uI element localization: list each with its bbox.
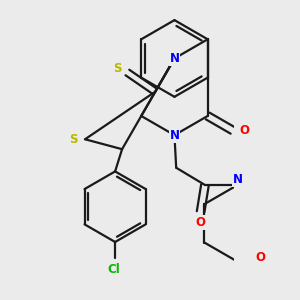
Text: O: O bbox=[255, 251, 265, 264]
Text: N: N bbox=[169, 52, 179, 65]
Text: O: O bbox=[239, 124, 249, 137]
Text: O: O bbox=[196, 216, 206, 229]
Text: S: S bbox=[113, 61, 121, 75]
Text: N: N bbox=[232, 173, 243, 186]
Text: N: N bbox=[169, 129, 179, 142]
Text: Cl: Cl bbox=[107, 263, 120, 276]
Text: S: S bbox=[70, 133, 78, 146]
